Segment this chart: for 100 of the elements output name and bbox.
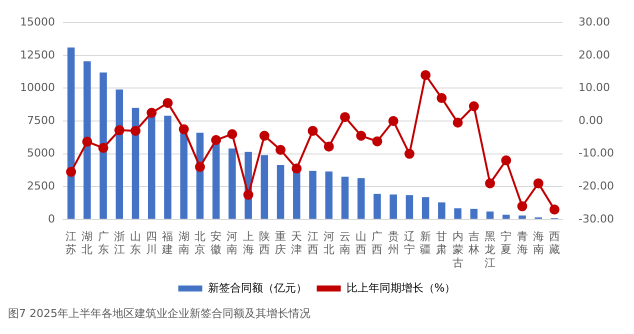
x-tick-label: 天津 <box>291 230 302 256</box>
point <box>114 125 124 136</box>
x-tick-label: 海南 <box>532 230 544 256</box>
x-tick-label: 江西 <box>307 230 318 256</box>
x-tick-label: 四川 <box>146 230 158 256</box>
x-tick-label: 安徽 <box>210 230 222 256</box>
bar <box>454 208 462 219</box>
y-tick-label: 15000 <box>20 15 55 28</box>
point <box>194 162 205 172</box>
point <box>276 144 286 155</box>
point <box>82 136 92 147</box>
point <box>501 155 512 166</box>
x-tick-label: 甘肃 <box>436 230 448 256</box>
bar <box>470 208 478 219</box>
bar <box>276 164 284 219</box>
point <box>452 118 463 128</box>
y-tick-label: 0 <box>48 212 55 226</box>
bar <box>260 155 268 219</box>
bar <box>486 212 494 219</box>
x-tick-label: 山东 <box>130 230 142 256</box>
bar <box>67 48 75 219</box>
y2-tick-label: -10.00 <box>578 146 614 160</box>
y-tick-label: 10000 <box>20 81 55 94</box>
point <box>517 201 528 212</box>
y-tick-label: 2500 <box>26 179 55 192</box>
bar <box>164 116 172 219</box>
bar <box>518 215 526 219</box>
point <box>292 164 302 174</box>
x-tick-label: 辽宁 <box>404 230 415 256</box>
x-tick-label: 上海 <box>242 230 254 256</box>
bar <box>228 148 236 219</box>
x-tick-label: 浙江 <box>114 230 125 256</box>
bar <box>212 142 220 219</box>
x-tick-label: 河北 <box>323 230 334 256</box>
x-tick-label: 贵州 <box>388 230 399 256</box>
x-tick-label: 河南 <box>226 230 238 256</box>
y-tick-label: 5000 <box>26 146 55 160</box>
y2-tick-label: 10.00 <box>578 81 610 94</box>
x-tick-label: 山西 <box>356 230 367 256</box>
point <box>66 166 76 177</box>
point <box>130 126 141 136</box>
point <box>388 116 398 126</box>
caption: 图7 2025年上半年各地区建筑业企业新签合同额及其增长情况 <box>8 306 312 321</box>
x-tick-label: 湖北 <box>82 230 93 256</box>
y2-tick-label: -30.00 <box>578 212 614 226</box>
x-tick-label: 内蒙古 <box>452 230 464 270</box>
bar <box>116 90 124 219</box>
x-tick-label: 广东 <box>98 230 109 256</box>
point <box>211 135 222 146</box>
point <box>436 93 447 104</box>
bar <box>502 214 510 219</box>
y2-tick-label: 0.00 <box>578 114 604 127</box>
point <box>420 70 431 80</box>
bar <box>357 178 365 219</box>
point <box>533 178 544 188</box>
bar <box>390 194 397 219</box>
point <box>98 142 108 153</box>
x-tick-label: 重庆 <box>275 230 286 256</box>
point <box>485 178 496 188</box>
point <box>404 148 414 159</box>
point <box>468 101 479 112</box>
x-tick-label: 福建 <box>161 230 174 256</box>
point <box>146 108 157 118</box>
point <box>372 136 382 146</box>
bar <box>422 197 430 219</box>
point <box>340 112 350 122</box>
point <box>227 129 238 140</box>
bar <box>438 202 446 219</box>
bar <box>325 172 333 219</box>
point <box>243 190 254 200</box>
x-tick-label: 北京 <box>194 230 206 256</box>
x-tick-label: 广西 <box>372 230 383 256</box>
bar <box>148 114 156 219</box>
legend-label: 比上年同期增长（%） <box>346 281 456 294</box>
x-tick-label: 陕西 <box>258 230 270 256</box>
bar <box>374 194 381 219</box>
x-tick-label: 宁夏 <box>500 230 512 256</box>
y2-tick-label: 30.00 <box>578 15 610 28</box>
point <box>308 126 318 136</box>
legend-label: 新签合同额（亿元） <box>208 281 307 294</box>
point <box>259 130 270 141</box>
y2-tick-label: -20.00 <box>578 179 614 192</box>
x-tick-label: 云南 <box>339 230 350 256</box>
bar <box>341 176 349 219</box>
point <box>549 204 560 215</box>
x-tick-label: 新疆 <box>420 230 432 256</box>
point <box>324 142 334 152</box>
x-tick-label: 江苏 <box>66 230 77 256</box>
point <box>356 130 366 141</box>
bar <box>293 170 300 219</box>
y2-tick-label: 20.00 <box>578 48 610 62</box>
y-tick-label: 12500 <box>20 48 55 62</box>
bar <box>100 72 107 219</box>
x-tick-label: 青海 <box>516 230 528 256</box>
x-tick-label: 黑龙江 <box>484 230 496 270</box>
bar <box>309 170 316 219</box>
bar <box>84 61 91 219</box>
x-tick-label: 西藏 <box>548 230 560 256</box>
bar <box>406 195 414 219</box>
x-tick-label: 吉林 <box>467 230 480 256</box>
